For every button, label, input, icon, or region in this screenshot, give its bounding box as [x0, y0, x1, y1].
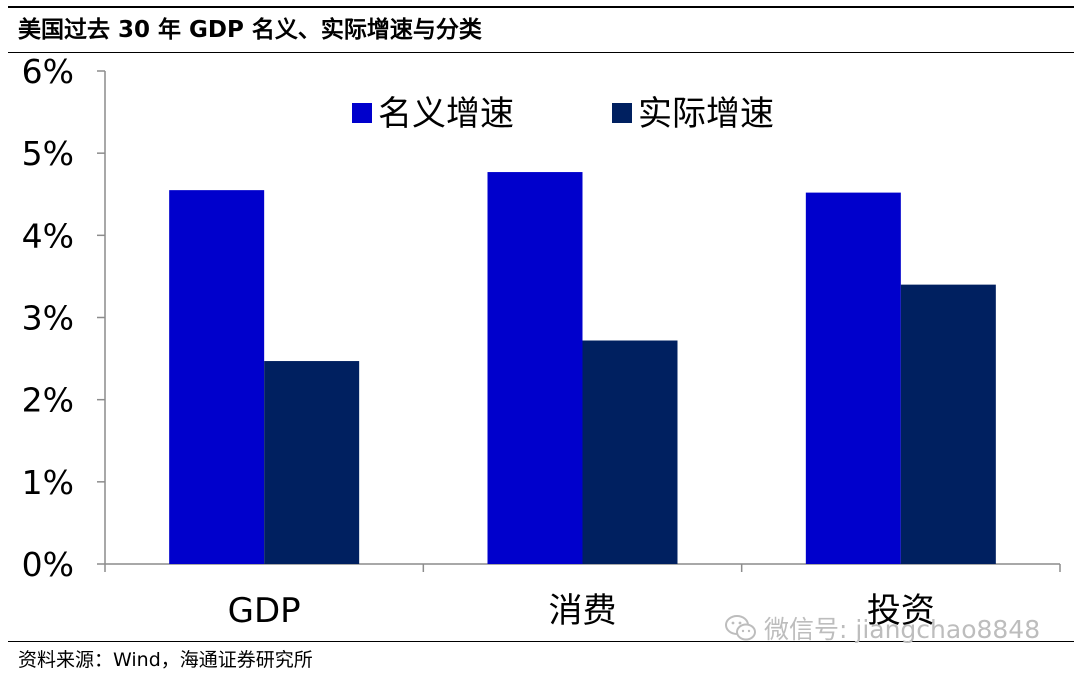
- bar-nominal: [487, 172, 583, 564]
- source-note: 资料来源：Wind，海通证券研究所: [18, 649, 313, 671]
- title-rule: [8, 52, 1074, 53]
- y-tick-label: 6%: [22, 53, 74, 91]
- x-tick-label: GDP: [228, 591, 301, 631]
- bottom-rule: [8, 641, 1074, 642]
- y-tick-label: 0%: [22, 545, 74, 584]
- y-tick-label: 2%: [22, 381, 74, 420]
- y-tick-label: 1%: [22, 463, 74, 502]
- legend: 名义增速 实际增速: [352, 94, 774, 134]
- bar-real: [264, 361, 360, 564]
- x-tick-label: 投资: [867, 591, 935, 631]
- bars: [169, 172, 996, 564]
- chart-title: 美国过去 30 年 GDP 名义、实际增速与分类: [18, 17, 482, 43]
- legend-swatch: [352, 103, 372, 123]
- watermark-text: 微信号: jiangchao8848: [764, 615, 1041, 644]
- bar-nominal: [805, 192, 901, 564]
- top-rule: [8, 6, 1074, 8]
- bar-real: [582, 340, 678, 564]
- watermark: 微信号: jiangchao8848: [724, 608, 1040, 648]
- bar-real: [900, 284, 996, 564]
- y-axis: 0% 1% 2% 3% 4% 5% 6%: [22, 53, 106, 584]
- x-tick-label: 消费: [549, 591, 617, 631]
- bar-nominal: [169, 190, 265, 564]
- y-tick-label: 4%: [22, 216, 74, 255]
- y-tick-label: 3%: [22, 299, 74, 338]
- y-tick-label: 5%: [22, 134, 74, 173]
- legend-label: 实际增速: [638, 94, 774, 134]
- legend-label: 名义增速: [378, 94, 514, 134]
- wechat-icon: [725, 615, 756, 641]
- bar-chart: 0% 1% 2% 3% 4% 5% 6% GDP 消费 投资 名义增速 实际增速: [22, 53, 1061, 631]
- legend-swatch: [612, 103, 632, 123]
